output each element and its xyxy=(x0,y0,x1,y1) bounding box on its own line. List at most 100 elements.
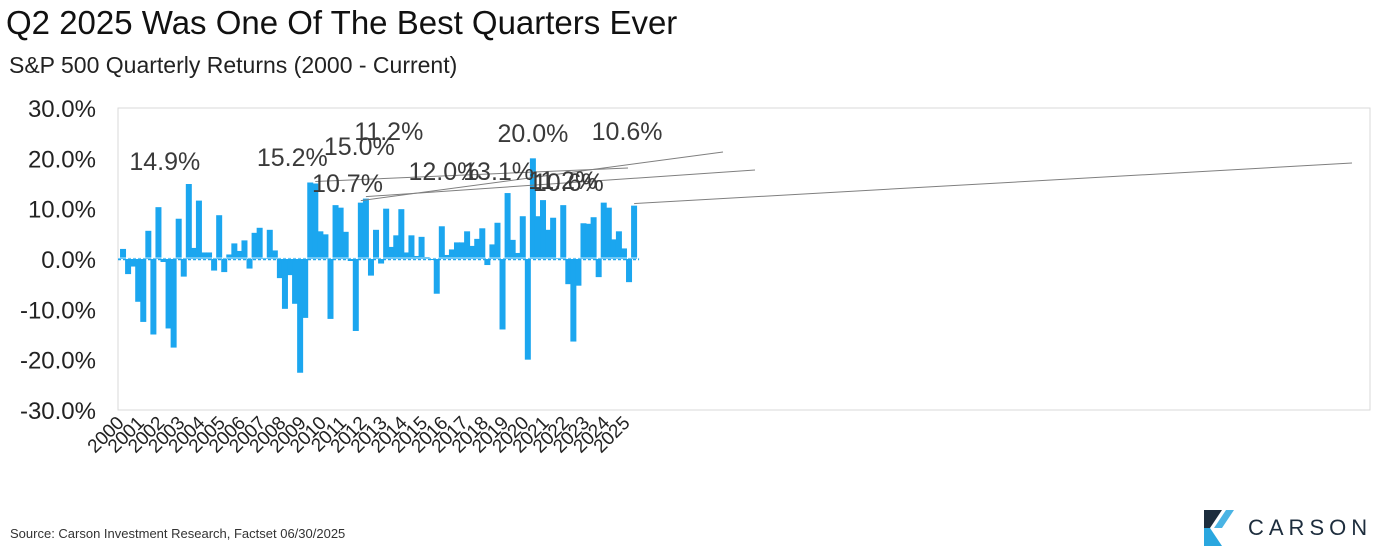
bar xyxy=(494,222,501,259)
bar xyxy=(484,259,491,266)
bar xyxy=(575,259,582,286)
bar xyxy=(626,259,633,283)
bar xyxy=(317,231,324,259)
bar xyxy=(130,259,137,267)
bar xyxy=(469,245,476,259)
bar xyxy=(499,259,506,330)
y-tick-label: 20.0% xyxy=(28,146,96,173)
bar xyxy=(388,246,395,259)
bar xyxy=(519,216,526,259)
bar xyxy=(170,259,177,348)
bar xyxy=(362,198,369,259)
bar xyxy=(276,259,283,279)
bar xyxy=(302,259,309,318)
bar xyxy=(489,244,496,259)
bar xyxy=(413,255,420,259)
carson-logo-mark xyxy=(1204,510,1234,546)
data-label-leader-line xyxy=(315,167,629,182)
chart-title: Q2 2025 Was One Of The Best Quarters Eve… xyxy=(6,4,678,41)
bar xyxy=(307,182,314,259)
data-label: 20.0% xyxy=(497,120,568,148)
bar xyxy=(312,183,319,259)
bar xyxy=(373,229,380,259)
bar xyxy=(352,259,359,331)
bar xyxy=(615,231,622,259)
y-tick-label: -30.0% xyxy=(20,398,96,425)
bar xyxy=(631,205,638,259)
bar xyxy=(251,232,258,259)
bar xyxy=(175,218,182,259)
bar xyxy=(453,242,460,259)
bar xyxy=(448,249,455,259)
bar xyxy=(155,207,162,259)
bar xyxy=(241,240,248,259)
bar xyxy=(342,231,349,259)
bar xyxy=(211,259,218,271)
bar xyxy=(504,193,511,259)
bar xyxy=(524,259,531,360)
bar xyxy=(398,209,405,259)
bar xyxy=(292,259,299,304)
bar xyxy=(545,229,552,259)
data-label: 13.1% xyxy=(463,158,534,186)
bar xyxy=(479,228,486,259)
bar xyxy=(125,259,132,275)
annotations: 14.9% 15.2%15.0% 10.7% 11.2% 12.0%13.1% 20.0%… xyxy=(129,118,1353,205)
bar xyxy=(200,252,207,259)
bar xyxy=(160,259,167,263)
bar xyxy=(474,238,481,259)
bar xyxy=(266,229,273,259)
bar xyxy=(281,259,288,309)
bar xyxy=(610,239,617,259)
y-tick-label: 0.0% xyxy=(41,247,96,274)
bar xyxy=(590,217,597,259)
bar xyxy=(327,259,334,319)
bar-series xyxy=(120,158,638,373)
bar xyxy=(140,259,147,322)
bar xyxy=(226,254,233,259)
bar xyxy=(560,205,567,259)
bar xyxy=(408,235,415,259)
bar xyxy=(287,259,294,276)
y-tick-label: -20.0% xyxy=(20,348,96,375)
bar xyxy=(620,248,627,259)
bar xyxy=(580,223,587,259)
bar xyxy=(595,259,602,278)
bar xyxy=(256,227,263,259)
bar xyxy=(605,207,612,259)
data-label: 11.2% xyxy=(354,118,423,146)
bar xyxy=(600,202,607,259)
bar xyxy=(180,259,187,277)
bar xyxy=(236,250,243,259)
bar xyxy=(135,259,142,302)
bar xyxy=(540,200,547,259)
bar xyxy=(231,243,238,259)
bar xyxy=(534,216,541,259)
data-label-leader-line xyxy=(634,162,1353,205)
quarterly-returns-chart: 30.0% 20.0% 10.0% 0.0% -10.0% -20.0% -30.0% 20… xyxy=(20,96,1371,457)
data-label: 10.6% xyxy=(533,169,604,197)
bar xyxy=(297,259,304,373)
bar xyxy=(418,236,425,259)
bar xyxy=(357,202,364,259)
data-label: 10.7% xyxy=(312,170,383,198)
bar xyxy=(150,259,157,335)
bar xyxy=(464,231,471,259)
data-label: 12.0% xyxy=(408,158,479,186)
bar xyxy=(185,184,192,259)
bar xyxy=(271,250,278,259)
bar xyxy=(443,254,450,259)
data-label-leader-line xyxy=(365,169,756,198)
x-axis: 2000200120022003200420052006200720082009… xyxy=(84,412,635,457)
data-label: 14.9% xyxy=(129,148,200,176)
bar xyxy=(550,217,557,259)
bar xyxy=(393,235,400,259)
bar xyxy=(403,252,410,259)
y-tick-label: -10.0% xyxy=(20,297,96,324)
bar xyxy=(120,248,127,259)
bar xyxy=(378,259,385,264)
bar xyxy=(459,242,466,259)
bar xyxy=(438,226,445,259)
bar xyxy=(145,230,152,259)
bar xyxy=(190,247,197,259)
